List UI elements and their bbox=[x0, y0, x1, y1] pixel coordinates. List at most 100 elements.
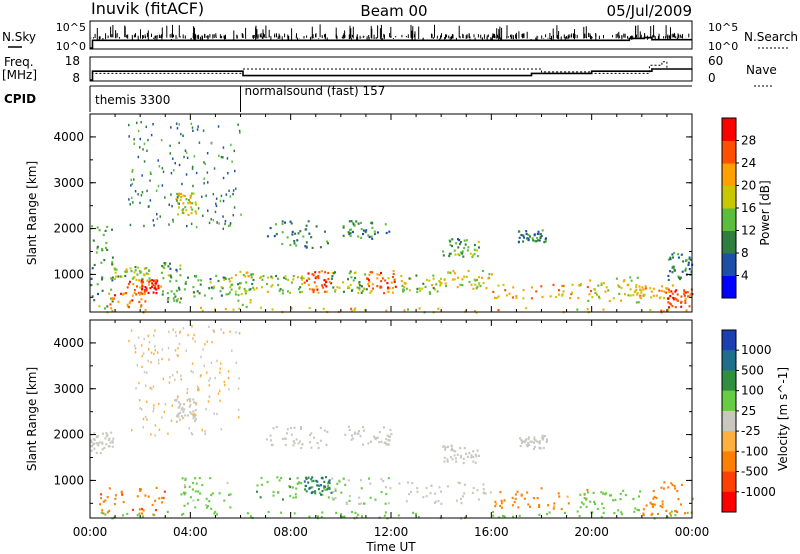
power-data-cell bbox=[668, 306, 670, 309]
power-data-cell bbox=[317, 277, 320, 280]
velocity-data-cell bbox=[91, 445, 93, 448]
power-data-cell bbox=[159, 215, 161, 218]
velocity-data-cell bbox=[108, 438, 110, 442]
velocity-data-cell bbox=[181, 513, 183, 516]
power-data-cell bbox=[93, 263, 96, 267]
power-data-cell bbox=[419, 289, 422, 292]
velocity-data-cell bbox=[277, 491, 280, 494]
velocity-data-cell bbox=[382, 426, 385, 429]
power-data-cell bbox=[415, 274, 418, 277]
velocity-data-cell bbox=[192, 482, 195, 485]
power-data-cell bbox=[666, 309, 669, 312]
velocity-data-cell bbox=[147, 495, 150, 498]
velocity-data-cell bbox=[135, 387, 137, 390]
power-data-cell bbox=[322, 307, 325, 310]
velocity-data-cell bbox=[177, 401, 180, 404]
power-data-cell bbox=[169, 267, 172, 270]
velocity-data-cell bbox=[342, 477, 345, 480]
velocity-data-cell bbox=[305, 476, 308, 479]
power-data-cell bbox=[235, 187, 237, 190]
velocity-data-cell bbox=[213, 412, 215, 415]
velocity-data-cell bbox=[546, 439, 548, 442]
power-data-cell bbox=[360, 236, 363, 239]
power-data-cell bbox=[210, 218, 212, 221]
power-data-cell bbox=[195, 225, 198, 229]
power-data-cell bbox=[497, 295, 500, 298]
velocity-data-cell bbox=[181, 477, 184, 480]
power-data-cell bbox=[106, 248, 109, 251]
power-data-cell bbox=[350, 307, 353, 310]
power-data-cell bbox=[463, 239, 466, 242]
velocity-data-cell bbox=[579, 506, 582, 509]
power-data-cell bbox=[436, 290, 439, 293]
velocity-data-cell bbox=[316, 484, 319, 487]
velocity-data-cell bbox=[120, 490, 123, 493]
velocity-data-cell bbox=[323, 485, 326, 488]
power-data-cell bbox=[109, 303, 112, 306]
velocity-data-cell bbox=[190, 412, 193, 415]
velocity-data-cell bbox=[290, 433, 293, 436]
power-data-cell bbox=[124, 274, 127, 278]
velocity-data-cell bbox=[453, 454, 456, 457]
power-data-cell bbox=[147, 291, 150, 294]
power-data-cell bbox=[352, 279, 355, 282]
power-data-cell bbox=[349, 232, 352, 235]
power-data-cell bbox=[238, 129, 241, 133]
power-data-cell bbox=[315, 225, 318, 228]
velocity-data-cell bbox=[299, 440, 301, 443]
power-data-cell bbox=[167, 300, 169, 303]
power-data-cell bbox=[429, 292, 431, 295]
power-data-cell bbox=[140, 304, 143, 307]
power-data-cell bbox=[380, 271, 382, 275]
power-data-cell bbox=[520, 233, 523, 237]
velocity-data-cell bbox=[674, 514, 677, 517]
velocity-data-cell bbox=[519, 444, 522, 448]
power-data-cell bbox=[190, 212, 193, 215]
power-data-cell bbox=[342, 226, 345, 229]
velocity-data-cell bbox=[214, 376, 216, 380]
power-data-cell bbox=[96, 283, 99, 286]
velocity-data-cell bbox=[182, 416, 185, 420]
velocity-data-cell bbox=[484, 492, 487, 495]
velocity-data-cell bbox=[95, 435, 98, 438]
power-data-cell bbox=[639, 296, 642, 300]
x-tick-label: 16:00 bbox=[474, 525, 509, 539]
velocity-data-cell bbox=[145, 400, 148, 403]
velocity-data-cell bbox=[360, 502, 363, 505]
power-data-cell bbox=[177, 206, 180, 209]
power-data-cell bbox=[357, 222, 360, 225]
velocity-data-cell bbox=[332, 491, 335, 494]
power-data-cell bbox=[615, 277, 618, 280]
power-data-cell bbox=[197, 125, 199, 128]
velocity-data-cell bbox=[378, 431, 381, 434]
velocity-data-cell bbox=[317, 488, 320, 491]
power-data-cell bbox=[134, 190, 137, 193]
velocity-data-cell bbox=[216, 412, 218, 416]
power-data-cell bbox=[297, 276, 299, 279]
power-data-cell bbox=[138, 293, 141, 296]
velocity-data-cell bbox=[532, 497, 535, 500]
power-data-cell bbox=[201, 195, 203, 198]
power-data-cell bbox=[168, 203, 170, 206]
power-data-cell bbox=[358, 282, 360, 285]
power-data-cell bbox=[244, 289, 247, 292]
power-data-cell bbox=[684, 269, 687, 272]
velocity-data-cell bbox=[316, 442, 319, 445]
velocity-data-cell bbox=[525, 444, 528, 447]
velocity-data-cell bbox=[92, 438, 95, 441]
velocity-data-cell bbox=[310, 446, 313, 449]
velocity-data-cell bbox=[192, 417, 195, 420]
power-data-cell bbox=[301, 290, 304, 293]
velocity-data-cell bbox=[534, 439, 537, 442]
power-data-cell bbox=[265, 282, 268, 286]
velocity-data-cell bbox=[176, 420, 178, 423]
velocity-data-cell bbox=[461, 495, 464, 498]
power-data-cell bbox=[239, 270, 242, 273]
velocity-data-cell bbox=[527, 442, 530, 445]
power-data-cell bbox=[474, 310, 476, 313]
power-data-cell bbox=[222, 156, 224, 159]
velocity-data-cell bbox=[182, 327, 185, 330]
power-data-cell bbox=[373, 232, 376, 236]
power-data-cell bbox=[178, 123, 180, 126]
power-data-cell bbox=[367, 234, 370, 237]
